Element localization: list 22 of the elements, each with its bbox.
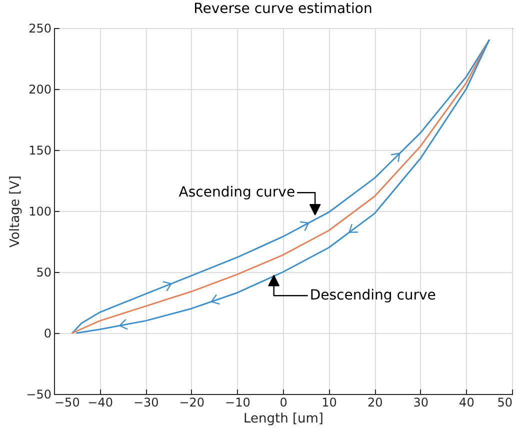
y-tick-label: 150 — [28, 144, 52, 158]
x-axis-title: Length [um] — [243, 412, 324, 426]
x-tick-label: 40 — [459, 396, 474, 410]
y-tick-label: 50 — [36, 266, 52, 280]
y-tick-label: 0 — [44, 326, 52, 340]
x-tick-label: −40 — [88, 396, 113, 410]
annotation: Ascending curve — [178, 184, 296, 201]
x-tick-label: 0 — [280, 396, 288, 410]
chart-title: Reverse curve estimation — [194, 1, 372, 17]
annotation: Descending curve — [310, 288, 436, 304]
y-axis-title: Voltage [V] — [8, 176, 24, 248]
x-tick-label: 30 — [413, 396, 429, 410]
x-tick-label: −50 — [54, 396, 80, 410]
x-tick-label: −10 — [225, 396, 250, 410]
x-tick-label: 10 — [322, 396, 337, 410]
y-tick-label: 100 — [28, 204, 52, 218]
x-tick-label: 20 — [367, 396, 383, 410]
y-tick-label: 250 — [28, 22, 52, 36]
x-tick-label: −30 — [133, 396, 159, 410]
x-tick-label: 50 — [497, 396, 512, 410]
x-tick-label: −20 — [179, 396, 205, 410]
y-tick-label: 200 — [28, 82, 52, 96]
